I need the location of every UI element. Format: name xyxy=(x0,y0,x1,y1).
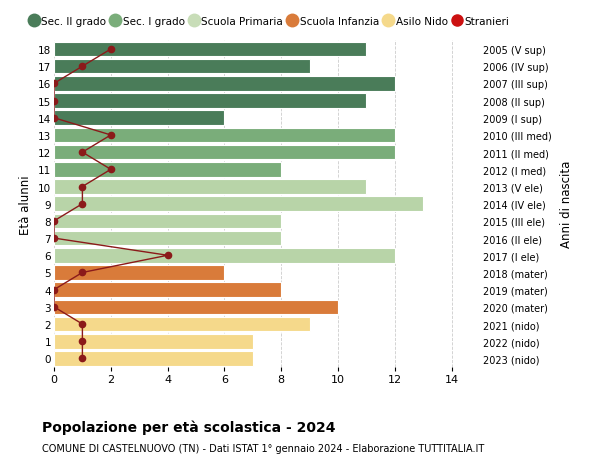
Bar xyxy=(54,129,395,143)
Bar xyxy=(54,43,367,57)
Legend: Sec. II grado, Sec. I grado, Scuola Primaria, Scuola Infanzia, Asilo Nido, Stran: Sec. II grado, Sec. I grado, Scuola Prim… xyxy=(29,17,509,27)
Bar xyxy=(54,60,310,74)
Text: Popolazione per età scolastica - 2024: Popolazione per età scolastica - 2024 xyxy=(42,420,335,435)
Bar xyxy=(54,300,338,314)
Bar xyxy=(54,77,395,91)
Bar xyxy=(54,351,253,366)
Y-axis label: Anni di nascita: Anni di nascita xyxy=(560,161,573,248)
Bar xyxy=(54,214,281,229)
Bar xyxy=(54,248,395,263)
Bar xyxy=(54,197,423,212)
Bar xyxy=(54,317,310,331)
Y-axis label: Età alunni: Età alunni xyxy=(19,174,32,234)
Bar xyxy=(54,94,367,109)
Bar xyxy=(54,231,281,246)
Bar xyxy=(54,180,367,195)
Bar xyxy=(54,162,281,177)
Bar xyxy=(54,334,253,349)
Bar xyxy=(54,266,224,280)
Bar xyxy=(54,146,395,160)
Bar xyxy=(54,283,281,297)
Bar xyxy=(54,111,224,126)
Text: COMUNE DI CASTELNUOVO (TN) - Dati ISTAT 1° gennaio 2024 - Elaborazione TUTTITALI: COMUNE DI CASTELNUOVO (TN) - Dati ISTAT … xyxy=(42,443,484,453)
